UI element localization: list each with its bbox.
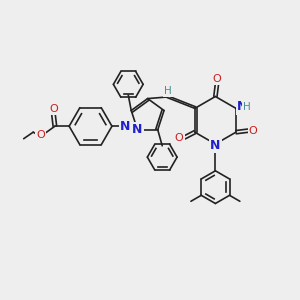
Text: O: O	[36, 130, 45, 140]
Text: H: H	[164, 85, 171, 96]
Text: N: N	[120, 120, 130, 133]
Text: O: O	[49, 104, 58, 114]
Text: N: N	[210, 139, 220, 152]
Text: N: N	[132, 123, 143, 136]
Text: O: O	[212, 74, 221, 84]
Text: O: O	[249, 126, 258, 136]
Text: N: N	[237, 100, 248, 113]
Text: H: H	[243, 102, 251, 112]
Text: O: O	[175, 133, 183, 142]
